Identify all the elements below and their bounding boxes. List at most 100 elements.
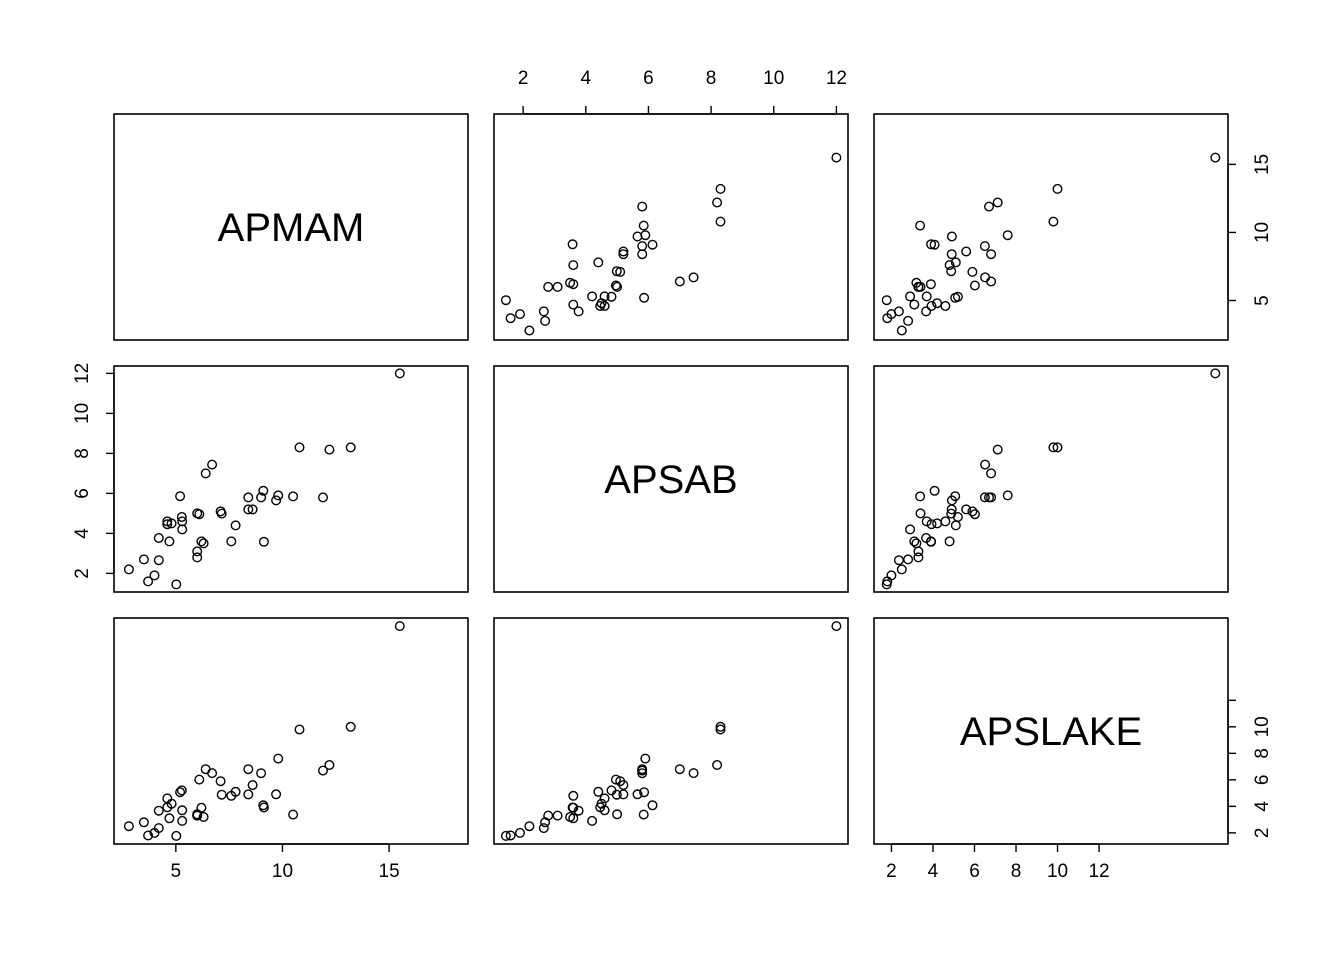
data-point: [961, 246, 972, 257]
data-point: [615, 776, 626, 787]
data-point: [166, 798, 177, 809]
panel-frame: [493, 365, 849, 593]
top-tick-label: 4: [581, 68, 592, 89]
data-point: [524, 821, 535, 832]
data-point: [961, 504, 972, 515]
data-point: [913, 552, 924, 563]
data-point: [593, 257, 604, 268]
left-tick-label: 8: [72, 448, 93, 459]
data-point: [610, 280, 621, 291]
data-point: [243, 764, 254, 775]
data-point: [500, 295, 511, 306]
data-point: [573, 306, 584, 317]
data-point: [176, 512, 187, 523]
x-tick-label: 15: [379, 861, 400, 882]
x-tick-label: 2: [886, 861, 897, 882]
data-point: [637, 764, 648, 775]
data-point: [162, 519, 173, 530]
data-point: [896, 325, 907, 336]
data-point: [540, 817, 551, 828]
x-tick-label: 10: [1047, 861, 1068, 882]
data-point: [969, 280, 980, 291]
data-point: [149, 570, 160, 581]
x-tick-label: 12: [1088, 861, 1109, 882]
data-point: [196, 802, 207, 813]
data-point: [552, 281, 563, 292]
data-point: [258, 485, 269, 496]
data-point: [612, 281, 623, 292]
data-point: [164, 536, 175, 547]
data-point: [318, 492, 329, 503]
data-point: [1048, 442, 1059, 453]
panel-APMAM-vs-APSLAKE: [873, 113, 1229, 341]
data-point: [143, 830, 154, 841]
data-point: [950, 257, 961, 268]
left-tick-label: 10: [72, 403, 93, 424]
data-point: [640, 753, 651, 764]
data-point: [638, 809, 649, 820]
data-point: [171, 579, 182, 590]
data-point: [1210, 368, 1221, 379]
x-tick-label: 10: [272, 861, 293, 882]
data-point: [946, 508, 957, 519]
data-point: [587, 291, 598, 302]
data-point: [177, 805, 188, 816]
data-point: [599, 291, 610, 302]
right-tick-label: 8: [1252, 748, 1273, 759]
data-point: [611, 789, 622, 800]
x-tick-label: 6: [969, 861, 980, 882]
data-point: [345, 442, 356, 453]
data-point: [552, 810, 563, 821]
data-point: [929, 485, 940, 496]
data-point: [153, 555, 164, 566]
data-point: [166, 518, 177, 529]
data-point: [568, 802, 579, 813]
data-point: [215, 506, 226, 517]
data-point: [896, 564, 907, 575]
data-point: [715, 724, 726, 735]
data-point: [969, 509, 980, 520]
data-point: [243, 504, 254, 515]
x-tick-label: 8: [1011, 861, 1022, 882]
data-point: [153, 805, 164, 816]
data-point: [946, 249, 957, 260]
data-point: [324, 760, 335, 771]
data-point: [929, 239, 940, 250]
data-point: [294, 724, 305, 735]
data-point: [831, 152, 842, 163]
right-tick-label: 4: [1252, 801, 1273, 812]
data-point: [831, 621, 842, 632]
left-tick-label: 2: [72, 568, 93, 579]
data-point: [915, 508, 926, 519]
data-point: [568, 260, 579, 271]
data-point: [568, 790, 579, 801]
data-point: [288, 491, 299, 502]
data-point: [198, 812, 209, 823]
data-point: [882, 576, 893, 587]
data-point: [394, 621, 405, 632]
data-point: [543, 281, 554, 292]
data-point: [200, 764, 211, 775]
data-point: [1002, 490, 1013, 501]
data-point: [515, 827, 526, 838]
panel-frame: [113, 365, 469, 593]
data-point: [986, 276, 997, 287]
data-point: [940, 301, 951, 312]
data-point: [905, 524, 916, 535]
data-point: [926, 519, 937, 530]
data-point: [926, 301, 937, 312]
variable-label-APSLAKE: APSLAKE: [960, 710, 1142, 754]
data-point: [992, 444, 1003, 455]
panel-APMAM-vs-APMAM: APMAM: [113, 113, 469, 341]
data-point: [207, 768, 218, 779]
data-point: [153, 533, 164, 544]
data-point: [903, 315, 914, 326]
data-point: [192, 508, 203, 519]
data-point: [893, 555, 904, 566]
data-point: [944, 536, 955, 547]
data-point: [192, 546, 203, 557]
panel-APSLAKE-vs-APSAB: [493, 617, 849, 845]
data-point: [886, 570, 897, 581]
data-point: [176, 785, 187, 796]
data-point: [324, 444, 335, 455]
